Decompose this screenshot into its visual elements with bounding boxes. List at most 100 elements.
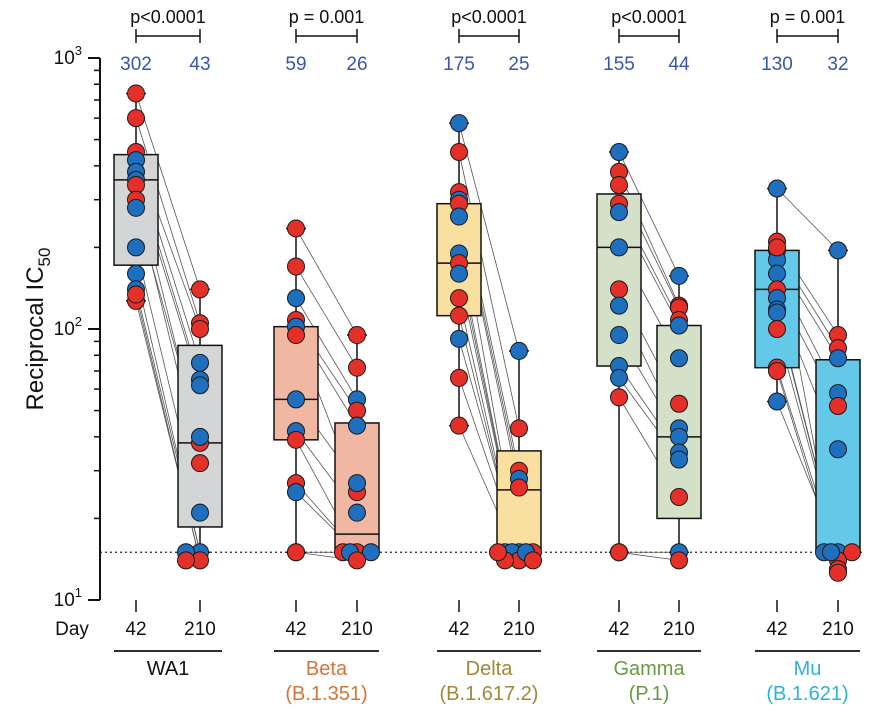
data-point-day210: [362, 543, 380, 562]
data-point-day42: [450, 368, 468, 387]
y-tick-label: 101: [54, 585, 82, 611]
data-point-day42: [610, 280, 628, 299]
x-tick-label: 210: [341, 619, 373, 640]
axis-layer: 101 102 103 Reciprocal IC50: [22, 43, 101, 611]
data-point-day42: [768, 264, 786, 283]
data-point-day210: [510, 478, 528, 497]
data-point-day42: [610, 388, 628, 407]
pvalue-label: p = 0.001: [289, 7, 365, 27]
median-value-label: 44: [668, 54, 690, 75]
pair-lines-layer: [135, 93, 839, 573]
pair-line: [135, 118, 201, 324]
x-tick-label: 210: [184, 619, 216, 640]
x-tick-label: 42: [448, 619, 469, 640]
data-point-day210: [348, 416, 366, 435]
median-value-label: 26: [346, 54, 367, 75]
data-point-day42: [610, 543, 628, 562]
data-point-day42: [287, 326, 305, 345]
pvalue-label: p = 0.001: [770, 7, 846, 27]
median-value-label: 302: [120, 54, 152, 75]
data-point-day210: [670, 349, 688, 368]
median-value-label: 155: [603, 54, 635, 75]
data-point-day42: [450, 329, 468, 348]
data-point-day42: [610, 296, 628, 315]
data-point-day210: [348, 401, 366, 420]
data-point-day210: [670, 427, 688, 446]
label-layer: Day p<0.0001 302 43 42 210 WA1 p = 0.001 59 26 42 2…: [55, 7, 860, 705]
data-point-day210: [670, 266, 688, 285]
data-point-day210: [348, 358, 366, 377]
group-subname-label: (B.1.617.2): [440, 683, 539, 705]
y-axis-label: Reciprocal IC50: [22, 248, 54, 411]
data-point-day210: [348, 474, 366, 493]
group-subname-label: (P.1): [629, 683, 670, 705]
group-subname-label: (B.1.351): [285, 683, 367, 705]
data-point-day42: [768, 320, 786, 338]
data-point-day42: [287, 543, 305, 562]
pair-line: [618, 551, 680, 561]
points-layer: [127, 84, 861, 582]
x-tick-label: 210: [663, 619, 695, 640]
data-point-day210: [670, 394, 688, 413]
data-point-day42: [450, 207, 468, 226]
data-point-day210: [191, 280, 209, 299]
data-point-day210: [822, 543, 840, 562]
data-point-day210: [348, 326, 366, 345]
data-point-day210: [829, 563, 847, 582]
median-value-label: 130: [761, 54, 793, 75]
group-name-label: Beta: [306, 658, 348, 680]
data-point-day42: [450, 306, 468, 325]
pair-line: [295, 297, 358, 400]
data-point-day42: [127, 109, 145, 128]
data-point-day42: [768, 303, 786, 322]
data-point-day42: [127, 198, 145, 217]
median-value-label: 175: [443, 54, 475, 75]
group-name-label: WA1: [147, 658, 190, 680]
data-point-day210: [670, 450, 688, 469]
data-point-day42: [287, 289, 305, 308]
data-point-day210: [191, 353, 209, 372]
data-point-day210: [348, 503, 366, 522]
data-point-day42: [610, 203, 628, 222]
x-tick-label: 42: [285, 619, 306, 640]
pair-line: [295, 228, 358, 336]
data-point-day42: [287, 257, 305, 276]
x-tick-label: 210: [503, 619, 535, 640]
data-point-day210: [524, 551, 542, 570]
data-point-day42: [287, 483, 305, 502]
group-name-label: Gamma: [613, 658, 685, 680]
pair-line: [458, 123, 520, 352]
data-point-day42: [768, 238, 786, 257]
x-tick-label: 210: [822, 619, 854, 640]
pair-line: [776, 188, 839, 251]
data-point-day210: [829, 396, 847, 415]
data-point-day210: [843, 543, 861, 562]
data-point-day210: [489, 543, 507, 562]
data-point-day42: [287, 219, 305, 238]
median-value-label: 43: [189, 54, 210, 75]
data-point-day42: [768, 179, 786, 198]
data-point-day42: [450, 114, 468, 133]
median-value-label: 59: [285, 54, 306, 75]
data-point-day210: [510, 341, 528, 360]
data-point-day42: [127, 264, 145, 283]
data-point-day42: [287, 390, 305, 409]
data-point-day210: [670, 316, 688, 335]
x-tick-label: 42: [766, 619, 787, 640]
data-point-day210: [348, 551, 366, 570]
data-point-day42: [610, 368, 628, 387]
data-point-day42: [127, 285, 145, 304]
x-tick-label: 42: [608, 619, 629, 640]
data-point-day210: [829, 440, 847, 459]
y-tick-label: 103: [54, 43, 82, 69]
data-point-day210: [191, 427, 209, 446]
group-name-label: Delta: [466, 658, 514, 680]
x-prefix-label: Day: [55, 619, 89, 640]
data-point-day42: [768, 392, 786, 411]
data-point-day42: [450, 289, 468, 308]
data-point-day210: [191, 454, 209, 473]
data-point-day42: [610, 238, 628, 257]
data-point-day210: [829, 241, 847, 260]
pvalue-label: p<0.0001: [611, 7, 687, 27]
